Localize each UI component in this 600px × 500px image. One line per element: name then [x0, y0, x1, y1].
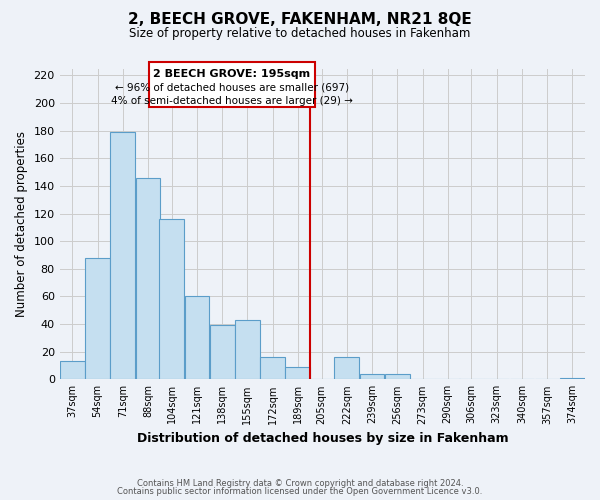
Bar: [560, 378, 585, 380]
Bar: [385, 374, 410, 380]
X-axis label: Distribution of detached houses by size in Fakenham: Distribution of detached houses by size …: [137, 432, 508, 445]
Text: ← 96% of detached houses are smaller (697): ← 96% of detached houses are smaller (69…: [115, 82, 349, 92]
Bar: [260, 357, 285, 380]
Bar: [160, 219, 184, 380]
Bar: [210, 326, 235, 380]
Text: Contains HM Land Registry data © Crown copyright and database right 2024.: Contains HM Land Registry data © Crown c…: [137, 478, 463, 488]
Bar: [110, 132, 135, 380]
Bar: [85, 258, 110, 380]
Bar: [185, 296, 209, 380]
Y-axis label: Number of detached properties: Number of detached properties: [15, 131, 28, 317]
Text: Size of property relative to detached houses in Fakenham: Size of property relative to detached ho…: [130, 28, 470, 40]
FancyBboxPatch shape: [149, 62, 315, 107]
Text: 2, BEECH GROVE, FAKENHAM, NR21 8QE: 2, BEECH GROVE, FAKENHAM, NR21 8QE: [128, 12, 472, 28]
Bar: [235, 320, 260, 380]
Bar: [60, 362, 85, 380]
Text: 2 BEECH GROVE: 195sqm: 2 BEECH GROVE: 195sqm: [153, 68, 310, 78]
Bar: [359, 374, 385, 380]
Bar: [334, 357, 359, 380]
Text: 4% of semi-detached houses are larger (29) →: 4% of semi-detached houses are larger (2…: [111, 96, 353, 106]
Bar: [286, 367, 310, 380]
Bar: [136, 178, 160, 380]
Text: Contains public sector information licensed under the Open Government Licence v3: Contains public sector information licen…: [118, 488, 482, 496]
